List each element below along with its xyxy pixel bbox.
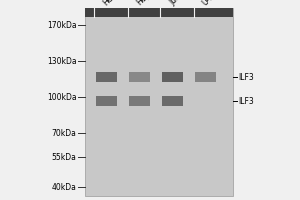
Text: U-87MG: U-87MG bbox=[201, 0, 229, 7]
Text: 55kDa: 55kDa bbox=[52, 152, 76, 162]
Text: 70kDa: 70kDa bbox=[52, 129, 76, 138]
Bar bbox=[129, 96, 150, 106]
Text: 40kDa: 40kDa bbox=[52, 182, 76, 192]
Text: ILF3: ILF3 bbox=[238, 97, 254, 106]
Text: ILF3: ILF3 bbox=[238, 72, 254, 82]
Text: Jurkat: Jurkat bbox=[168, 0, 190, 7]
Bar bbox=[85, 8, 232, 17]
Bar bbox=[96, 72, 117, 82]
Text: HeLa: HeLa bbox=[102, 0, 122, 7]
Bar bbox=[162, 96, 183, 106]
Text: 170kDa: 170kDa bbox=[47, 21, 76, 29]
Bar bbox=[85, 8, 232, 196]
Bar bbox=[195, 72, 216, 82]
Text: HepG2: HepG2 bbox=[135, 0, 159, 7]
Text: 100kDa: 100kDa bbox=[47, 92, 76, 102]
Bar bbox=[162, 72, 183, 82]
Bar bbox=[129, 72, 150, 82]
Text: 130kDa: 130kDa bbox=[47, 56, 76, 66]
Bar bbox=[96, 96, 117, 106]
